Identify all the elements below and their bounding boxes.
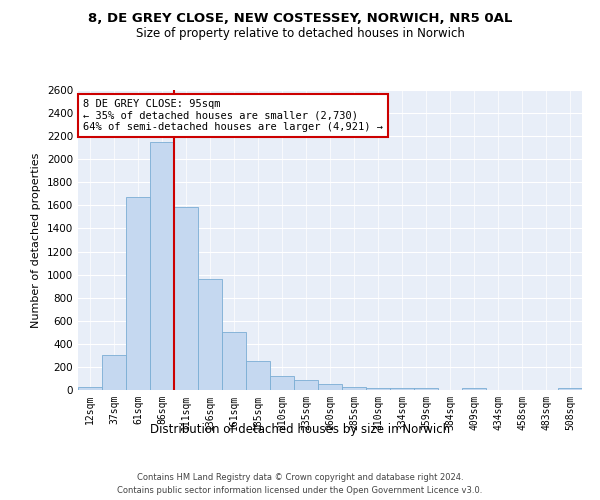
Bar: [198, 279, 222, 390]
Bar: [270, 376, 294, 390]
Text: Contains public sector information licensed under the Open Government Licence v3: Contains public sector information licen…: [118, 486, 482, 495]
Bar: [78, 387, 102, 390]
Text: Size of property relative to detached houses in Norwich: Size of property relative to detached ho…: [136, 28, 464, 40]
Bar: [366, 388, 390, 390]
Bar: [126, 198, 150, 390]
Bar: [294, 380, 318, 390]
Text: 8 DE GREY CLOSE: 95sqm
← 35% of detached houses are smaller (2,730)
64% of semi-: 8 DE GREY CLOSE: 95sqm ← 35% of detached…: [83, 99, 383, 132]
Bar: [246, 361, 270, 390]
Bar: [150, 142, 174, 390]
Bar: [222, 332, 246, 390]
Bar: [390, 388, 414, 390]
Bar: [414, 388, 438, 390]
Bar: [174, 206, 198, 390]
Bar: [318, 384, 342, 390]
Text: Distribution of detached houses by size in Norwich: Distribution of detached houses by size …: [150, 422, 450, 436]
Bar: [342, 386, 366, 390]
Text: Contains HM Land Registry data © Crown copyright and database right 2024.: Contains HM Land Registry data © Crown c…: [137, 472, 463, 482]
Text: 8, DE GREY CLOSE, NEW COSTESSEY, NORWICH, NR5 0AL: 8, DE GREY CLOSE, NEW COSTESSEY, NORWICH…: [88, 12, 512, 26]
Y-axis label: Number of detached properties: Number of detached properties: [31, 152, 41, 328]
Bar: [558, 388, 582, 390]
Bar: [102, 356, 126, 390]
Bar: [462, 388, 486, 390]
